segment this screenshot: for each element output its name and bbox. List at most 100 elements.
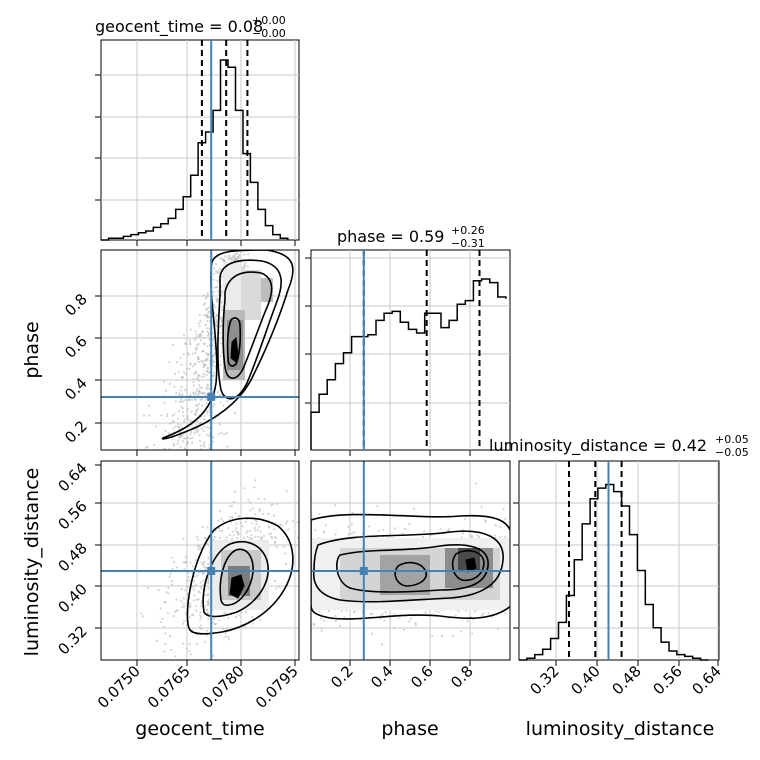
sample-point xyxy=(198,544,201,547)
sample-point xyxy=(227,258,230,261)
sample-point xyxy=(207,586,210,589)
sample-point xyxy=(181,407,184,410)
sample-point xyxy=(215,263,218,266)
sample-point xyxy=(194,559,197,562)
sample-point xyxy=(212,304,216,307)
sample-point xyxy=(253,529,257,532)
sample-point xyxy=(212,436,215,439)
x-tick-label: 0.0795 xyxy=(252,662,302,712)
sample-point xyxy=(169,572,172,576)
sample-point xyxy=(205,309,208,312)
sample-point xyxy=(207,563,210,566)
sample-point xyxy=(220,354,223,358)
sample-point xyxy=(189,419,192,422)
sample-point xyxy=(140,612,143,615)
sample-point xyxy=(197,322,200,325)
sample-point xyxy=(340,610,343,613)
x-tick-label: 0.8 xyxy=(447,662,477,692)
sample-point xyxy=(200,624,203,627)
sample-point xyxy=(198,546,201,549)
sample-point xyxy=(228,534,232,537)
sample-point xyxy=(244,261,247,264)
sample-point xyxy=(347,533,350,536)
sample-point xyxy=(296,536,299,539)
sample-point xyxy=(206,294,209,297)
sample-point xyxy=(191,352,194,355)
sample-point xyxy=(200,397,203,401)
sample-point xyxy=(318,610,321,613)
sample-point xyxy=(183,333,186,337)
sample-point xyxy=(353,531,356,534)
sample-point xyxy=(278,585,281,588)
sample-point xyxy=(220,431,223,434)
sample-point xyxy=(234,511,237,515)
sample-point xyxy=(191,441,194,444)
sample-point xyxy=(199,581,202,584)
sample-point xyxy=(160,414,163,417)
sample-point xyxy=(227,527,230,530)
sample-point xyxy=(499,525,502,529)
sample-point xyxy=(176,423,179,426)
sample-point xyxy=(408,620,411,623)
sample-point xyxy=(246,530,249,533)
sample-point xyxy=(180,588,183,591)
x-tick-label: 0.6 xyxy=(407,662,437,692)
sample-point xyxy=(174,655,177,658)
sample-point xyxy=(172,615,175,618)
sample-point xyxy=(199,614,202,617)
sample-point xyxy=(291,520,294,523)
sample-point xyxy=(219,257,222,260)
sample-point xyxy=(207,557,210,560)
sample-point xyxy=(243,536,246,539)
sample-point xyxy=(195,333,198,336)
sample-point xyxy=(393,626,396,629)
sample-point xyxy=(206,354,210,357)
sample-point xyxy=(167,586,170,590)
title-plus: +0.00 xyxy=(252,14,286,27)
sample-point xyxy=(198,335,201,338)
sample-point xyxy=(188,339,192,342)
sample-point xyxy=(195,336,198,339)
sample-point xyxy=(228,505,231,508)
ticks xyxy=(95,74,719,666)
sample-point xyxy=(197,571,200,574)
sample-point xyxy=(180,426,183,429)
sample-point xyxy=(206,412,209,415)
sample-point xyxy=(220,319,223,322)
sample-point xyxy=(157,589,160,592)
sample-point xyxy=(178,394,181,397)
sample-point xyxy=(201,349,205,353)
sample-point xyxy=(178,400,181,403)
sample-point xyxy=(199,585,202,588)
sample-point xyxy=(320,627,323,630)
sample-point xyxy=(207,604,210,607)
sample-point xyxy=(263,535,266,538)
sample-point xyxy=(213,286,216,289)
sample-point xyxy=(206,383,209,386)
sample-point xyxy=(196,420,199,423)
sample-point xyxy=(219,393,222,396)
sample-point xyxy=(412,507,416,510)
sample-point xyxy=(186,418,189,421)
sample-point xyxy=(169,648,173,652)
sample-point xyxy=(414,622,417,625)
sample-point xyxy=(207,370,211,373)
sample-point xyxy=(207,602,210,605)
sample-point xyxy=(224,632,227,635)
sample-point xyxy=(165,591,168,594)
sample-point xyxy=(146,445,149,448)
sample-point xyxy=(207,579,210,582)
sample-point xyxy=(254,479,257,482)
sample-point xyxy=(208,387,211,390)
sample-point xyxy=(196,356,199,359)
sample-point xyxy=(227,635,230,639)
histogram-phase xyxy=(310,278,507,450)
sample-point xyxy=(225,432,228,435)
title-median: 0.59 xyxy=(409,227,445,246)
sample-point xyxy=(220,517,223,520)
contour-level-2 xyxy=(219,548,254,607)
sample-point xyxy=(201,404,204,407)
sample-point xyxy=(189,604,192,608)
sample-point xyxy=(206,402,209,405)
sample-point xyxy=(204,358,207,361)
